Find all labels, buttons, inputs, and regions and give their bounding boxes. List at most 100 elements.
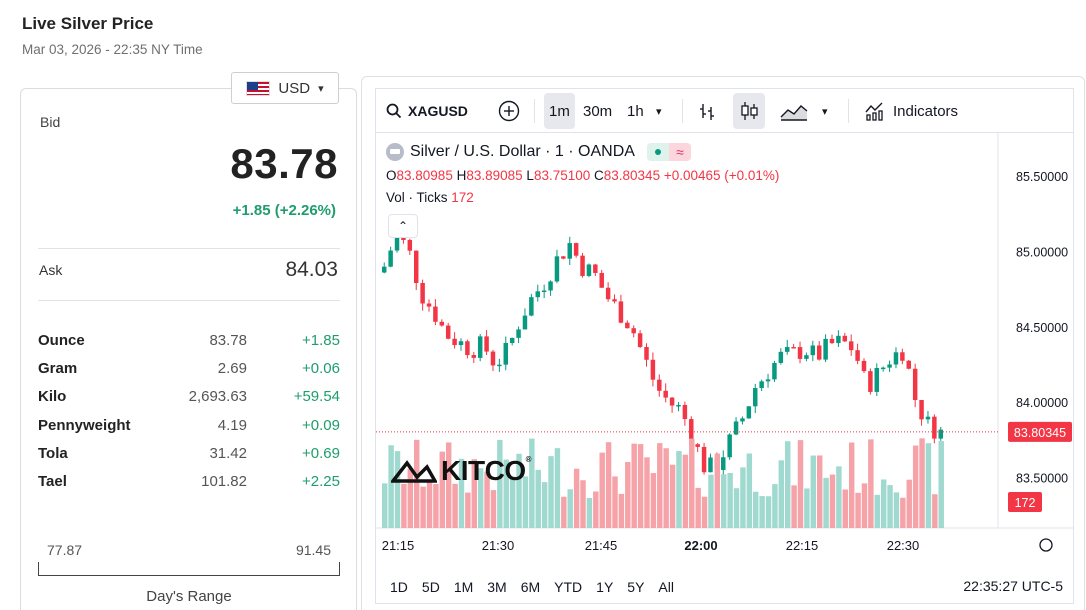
volume-bar [631,443,637,528]
volume-bar [465,492,471,528]
last-price-label: 83.80345 [1014,426,1066,440]
volume-bar [471,459,477,528]
volume-bar [727,472,733,528]
toolbar-separator [534,99,535,123]
ohlc-open: 83.80985 [396,168,453,183]
volume-bar [938,441,944,528]
candle-body [695,444,700,447]
volume-bar [740,467,746,528]
unit-name: Pennyweight [38,416,131,434]
volume-bar [708,474,714,528]
volume-bar [721,474,727,528]
range-6m[interactable]: 6M [520,579,541,595]
time-tick-label: 22:15 [786,538,819,553]
range-1d[interactable]: 1D [390,579,408,595]
tradingview-widget[interactable]: XAGUSD 1m 30m 1h ▾ ▾ Indicators 85.50000… [375,88,1074,604]
price-chart[interactable]: 85.50000 85.00000 84.50000 84.00000 83.50000… [376,133,1073,569]
range-all[interactable]: All [658,579,674,595]
candle-body [554,256,560,282]
range-tick [339,562,340,576]
range-5d[interactable]: 5D [421,579,440,595]
volume-bar [855,492,861,528]
time-tick-label: 22:00 [684,538,717,553]
unit-name: Tael [38,472,67,490]
candle-body [868,371,873,392]
divider [38,300,340,301]
candle-body [669,397,675,406]
candle-body [561,256,566,259]
range-bar: 1D 5D 1M 3M 6M YTD 1Y 5Y All 22:35:27 UT… [376,569,1073,605]
volume-bar [848,442,855,528]
candle-body [855,350,860,361]
candle-body [778,351,784,363]
candle-body [522,315,528,330]
kitco-wordmark: KITCO® [441,455,532,486]
volume-bar [874,494,880,528]
collapse-legend-button[interactable]: ⌃ [388,214,418,238]
volume-bar [522,476,529,528]
candle-body [465,341,470,356]
candle-body [823,338,828,360]
unit-change: +2.25 [302,472,340,490]
range-1m[interactable]: 1M [453,579,474,595]
volume-bar [676,451,682,528]
volume-label: Vol · Ticks [386,190,448,205]
candle-body [439,321,445,326]
volume-bar [804,488,810,528]
interval-1h[interactable]: 1h [627,102,644,120]
range-1y[interactable]: 1Y [596,579,614,595]
range-3m[interactable]: 3M [487,579,507,595]
volume-bar [439,451,446,528]
interval-dropdown-chevron-icon[interactable]: ▾ [656,105,662,118]
unit-row: Gram 2.69 +0.06 [38,358,340,386]
volume-bar [810,455,817,528]
interval-30m[interactable]: 30m [583,102,613,120]
candle-body [625,322,630,329]
ohlc-change: +0.00465 (+0.01%) [663,168,780,183]
volume-bar [484,471,490,528]
volume-bar [791,485,797,528]
candle-body [605,287,611,300]
candle-body [382,266,387,273]
unit-price: 31.42 [209,444,247,462]
currency-select[interactable]: USD ▾ [231,72,339,104]
unit-price: 83.78 [209,332,247,349]
area-style-button[interactable] [780,89,808,133]
range-ytd[interactable]: YTD [554,579,583,595]
volume-bar [772,484,778,528]
compare-button[interactable] [498,89,520,133]
volume-bar [765,496,772,528]
us-flag-icon [246,80,271,96]
time-tick-label: 21:30 [482,538,515,553]
candle-body [932,416,937,439]
candle-body [880,367,886,370]
indicators-label: Indicators [893,102,959,120]
candle-body [727,434,732,458]
volume-bar [516,453,522,528]
candles-style-button[interactable] [733,93,765,129]
volume-bar [682,454,689,528]
indicators-button[interactable]: Indicators [864,89,958,133]
volume-bar [580,480,586,528]
candle-body [541,290,547,293]
range-5y[interactable]: 5Y [627,579,645,595]
interval-1m[interactable]: 1m [544,93,575,129]
price-tick-label: 85.00000 [1016,245,1068,259]
volume-bar [836,466,842,528]
candle-body [804,355,809,359]
unit-row: Kilo 2,693.63 +59.54 [38,386,340,414]
chart-style-chevron-icon[interactable]: ▾ [822,105,828,118]
settings-gear-icon[interactable] [1039,538,1053,552]
indicators-icon [865,102,883,121]
volume-bar [445,442,452,528]
unit-change: +0.06 [302,360,340,378]
candle-body [848,341,854,351]
bar-replay-button[interactable] [698,89,716,133]
volume-bar [458,458,465,528]
candle-body [580,255,585,276]
symbol-search[interactable]: XAGUSD [386,89,468,133]
kitco-logo-icon [391,460,437,483]
candle-body [394,232,400,251]
volume-bar [535,469,541,528]
market-status[interactable]: ≈ [646,143,691,161]
